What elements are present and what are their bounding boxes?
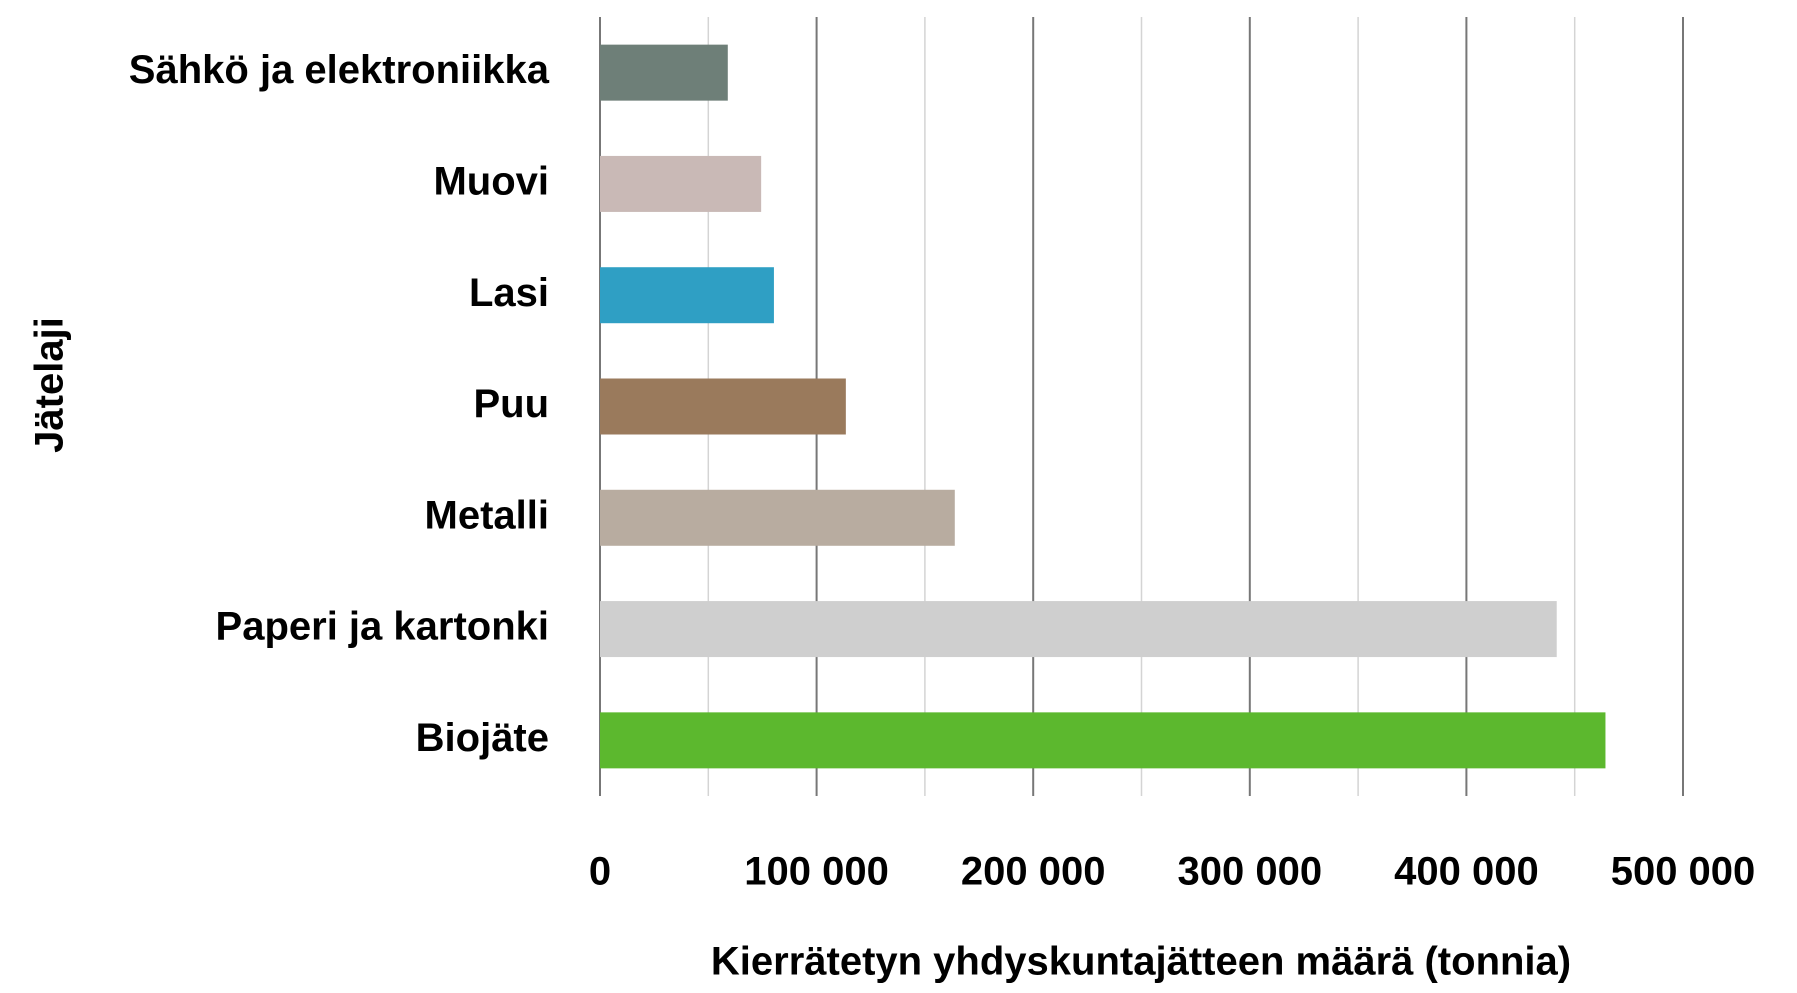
y-tick-label: Muovi	[433, 159, 549, 203]
y-tick-label: Lasi	[469, 271, 549, 315]
x-tick-label: 400 000	[1394, 850, 1539, 894]
bar	[600, 601, 1557, 657]
y-tick-label: Metalli	[425, 493, 549, 537]
y-axis-title: Jätelaji	[28, 317, 72, 453]
chart: Kierrätetyn yhdyskuntajätteen määrä (ton…	[0, 0, 1797, 993]
y-tick-label: Sähkö ja elektroniikka	[129, 48, 550, 92]
x-tick-label: 0	[589, 850, 611, 894]
bar	[600, 712, 1605, 768]
bar	[600, 45, 728, 101]
x-axis-title: Kierrätetyn yhdyskuntajätteen määrä (ton…	[711, 940, 1571, 984]
y-tick-label: Biojäte	[416, 716, 549, 760]
bar	[600, 156, 761, 212]
y-tick-label: Paperi ja kartonki	[216, 605, 549, 649]
page: Kierrätetyn yhdyskuntajätteen määrä (ton…	[0, 0, 1797, 993]
x-tick-label: 200 000	[961, 850, 1106, 894]
y-tick-label: Puu	[473, 382, 549, 426]
bar	[600, 490, 955, 546]
bar	[600, 379, 846, 435]
x-tick-label: 300 000	[1178, 850, 1323, 894]
x-tick-label: 500 000	[1611, 850, 1756, 894]
bar	[600, 267, 774, 323]
x-tick-label: 100 000	[744, 850, 889, 894]
